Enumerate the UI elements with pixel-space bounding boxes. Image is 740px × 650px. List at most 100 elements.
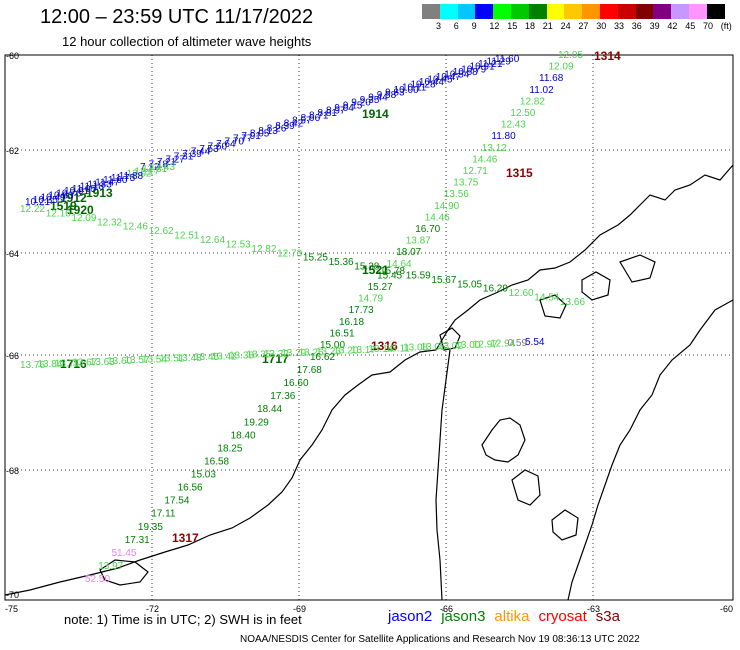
track-id-label: 1920: [67, 203, 94, 217]
wave-height-value: 12.97: [473, 339, 498, 350]
wave-height-value: 11.68: [539, 73, 564, 84]
wave-height-value: 12.60: [509, 288, 534, 299]
wave-height-value: 13.97: [98, 561, 123, 572]
track-id-label: 1913: [86, 186, 113, 200]
wave-height-value: 9.04: [334, 103, 354, 114]
scale-label: 39: [649, 21, 660, 31]
wave-height-value: 8.39: [275, 121, 295, 132]
wave-height-value: 12.32: [97, 217, 122, 228]
scale-label: 27: [578, 21, 589, 31]
scale-swatch: [582, 4, 600, 19]
scale-swatch: [475, 4, 494, 19]
wave-height-value: 16.62: [310, 352, 335, 363]
scale-label: 6: [453, 21, 459, 31]
wave-height-value: 12.71: [463, 166, 488, 177]
wave-height-value: 13.51: [159, 354, 184, 365]
wave-height-value: 13.66: [560, 297, 585, 308]
wave-height-value: 13.29: [281, 348, 306, 359]
wave-height-value: 7.70: [225, 136, 245, 147]
wave-height-value: 13.02: [438, 341, 463, 352]
wave-height-value: 12.02: [127, 169, 152, 180]
wave-height-value: 8.81: [318, 108, 338, 119]
wave-height-value: 14.46: [472, 154, 497, 165]
wave-height-value: 10.91: [470, 62, 495, 73]
wave-height-value: 7.18: [149, 159, 169, 170]
wave-height-value: 12.51: [174, 231, 199, 242]
wave-height-value: 12.05: [558, 50, 583, 61]
wave-height-value: 12.43: [501, 120, 526, 131]
wave-height-value: 12.73: [277, 248, 302, 259]
scale-label: 12: [489, 21, 500, 31]
wave-height-value: 8.26: [267, 123, 287, 134]
wave-height-value: 12.82: [251, 244, 276, 255]
lon-tick-label: -75: [5, 604, 18, 614]
scale-swatch: [617, 4, 636, 19]
track-id-label: 1717: [262, 352, 289, 366]
wave-height-value: 10.21: [25, 197, 50, 208]
wave-height-value: 13.71: [55, 358, 80, 369]
wave-height-value: 7.91: [241, 131, 261, 142]
wave-height-value: 9.20: [351, 98, 371, 109]
wave-height-value: 14.64: [387, 259, 412, 270]
wave-height-value: 9.83: [385, 87, 405, 98]
scale-swatch: [439, 4, 458, 19]
wave-height-value: 10.76: [56, 188, 81, 199]
wave-height-value: 7.27: [165, 154, 185, 165]
lat-tick-label: -66: [6, 351, 19, 361]
wave-height-value: 9.58: [377, 90, 397, 101]
wave-height-value: 7.53: [199, 144, 219, 155]
wave-height-value: 8.57: [292, 116, 312, 127]
lat-tick-label: -68: [6, 466, 19, 476]
wave-height-value: 18.44: [257, 404, 282, 415]
wave-height-value: 12.46: [123, 222, 148, 233]
wave-height-value: 17.11: [151, 509, 176, 520]
track-id-label: 1316: [371, 339, 398, 353]
scale-label: 15: [507, 21, 518, 31]
scale-label: 36: [631, 21, 642, 31]
lon-tick-label: -60: [720, 604, 733, 614]
wave-height-value: 14.54: [534, 293, 559, 304]
track-id-label: 1914: [362, 107, 389, 121]
wave-height-value: 16.29: [483, 284, 508, 295]
lat-tick-label: -64: [6, 249, 19, 259]
wave-height-value: 13.00: [455, 340, 480, 351]
scale-swatch: [528, 4, 547, 19]
lon-tick-label: -69: [293, 604, 306, 614]
scale-swatch: [635, 4, 654, 19]
wave-height-value: 9.44: [368, 93, 388, 104]
wave-height-value: 16.60: [284, 378, 309, 389]
wave-height-value: 8.13: [258, 126, 278, 137]
wave-height-value: 7.12: [140, 162, 160, 173]
credit-line: NOAA/NESDIS Center for Satellite Applica…: [240, 634, 640, 645]
page-subtitle: 12 hour collection of altimeter wave hei…: [62, 34, 312, 49]
wave-height-value: 9.15: [343, 100, 363, 111]
wave-height-value: 10.45: [427, 75, 452, 86]
wave-height-value: 16.58: [204, 457, 229, 468]
scale-swatch: [671, 4, 689, 19]
wave-height-value: 13.14: [368, 344, 393, 355]
wave-height-value: 10.28: [411, 80, 436, 91]
scale-label: 30: [596, 21, 607, 31]
wave-height-value: 12.50: [510, 108, 535, 119]
wave-height-value: 0.59: [508, 338, 528, 349]
wave-height-value: 12.16: [46, 208, 71, 219]
wave-height-value: 13.84: [37, 359, 62, 370]
wave-height-value: 13.11: [386, 343, 411, 354]
wave-height-value: 17.68: [297, 365, 322, 376]
wave-height-value: 11.18: [80, 182, 105, 193]
wave-height-value: 12.43: [150, 162, 175, 173]
wave-height-value: 13.12: [482, 143, 507, 154]
lat-tick-label: -60: [6, 51, 19, 61]
wave-height-value: 18.07: [396, 247, 421, 258]
wave-height-value: 15.25: [303, 253, 328, 264]
wave-height-value: 16.70: [415, 224, 440, 235]
wave-height-value: 13.45: [194, 352, 219, 363]
wave-height-value: 13.63: [90, 357, 115, 368]
track-id-label: 1912: [60, 191, 87, 205]
scale-swatch: [688, 4, 707, 19]
satellite-name: jason2: [388, 608, 433, 625]
track-ids: 1314 1315 1316 1317 1914 1913 1912 1519 …: [50, 49, 621, 545]
track-id-label: 1519: [50, 199, 77, 213]
wave-height-value: 17.31: [125, 535, 150, 546]
lon-axis-labels: -75 -72 -69 -66 -63 -60: [5, 604, 733, 614]
